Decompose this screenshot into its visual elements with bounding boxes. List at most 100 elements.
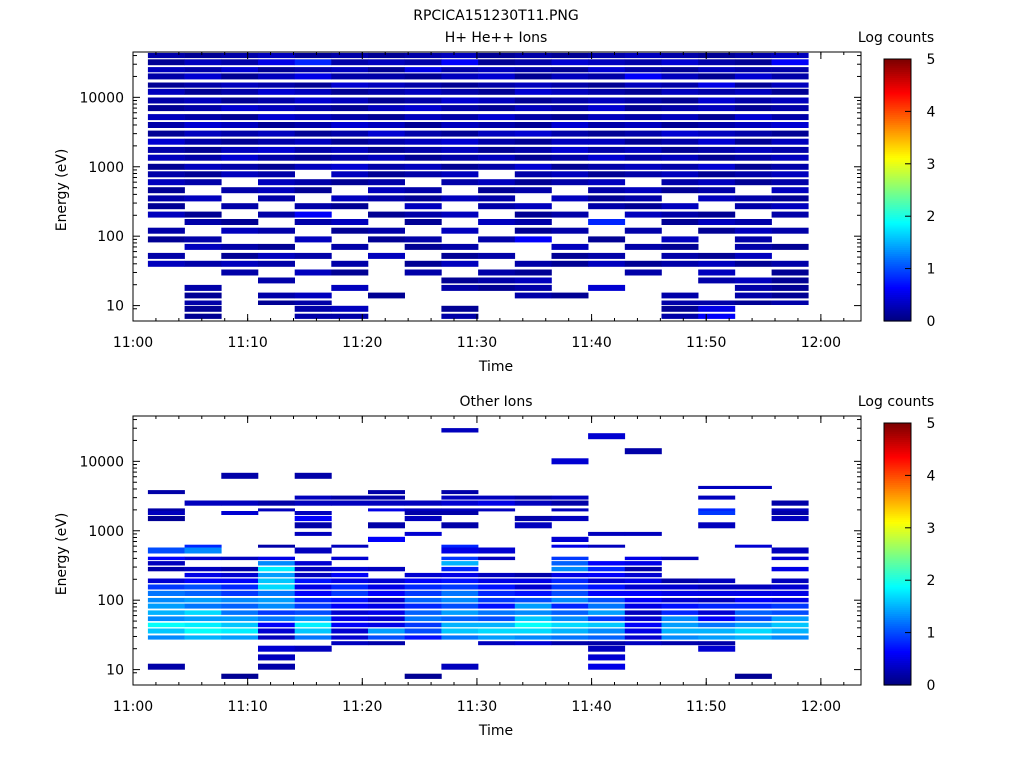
- colorbar-swatch: [884, 447, 911, 451]
- colorbar-swatch: [884, 190, 911, 193]
- heatmap-cell: [221, 603, 259, 609]
- colorbar-swatch: [884, 627, 911, 631]
- heatmap-cell: [551, 114, 589, 121]
- heatmap-cell: [624, 610, 662, 615]
- heatmap-cell: [588, 616, 626, 622]
- colorbar-swatch: [884, 478, 911, 481]
- heatmap-cell: [588, 52, 626, 59]
- heatmap-cell: [441, 59, 479, 66]
- colorbar-swatch: [884, 564, 911, 567]
- colorbar-swatch: [884, 292, 911, 295]
- heatmap-cell: [368, 130, 405, 137]
- heatmap-cell: [258, 603, 295, 609]
- colorbar-swatch: [884, 126, 911, 130]
- heatmap-cell: [771, 622, 809, 628]
- heatmap-cell: [551, 610, 589, 615]
- heatmap-cell: [441, 114, 479, 121]
- heatmap-cell: [441, 146, 479, 153]
- heatmap-cell: [661, 114, 699, 121]
- heatmap-cell: [514, 260, 552, 267]
- colorbar-swatch: [884, 455, 911, 459]
- colorbar-swatch: [884, 656, 911, 659]
- heatmap-cell: [368, 138, 405, 145]
- colorbar-swatch: [884, 112, 911, 115]
- colorbar-swatch: [884, 208, 911, 212]
- heatmap-cell: [478, 67, 516, 73]
- heatmap-cell: [698, 67, 736, 73]
- heatmap-cell: [588, 187, 626, 194]
- heatmap-cell: [258, 97, 295, 104]
- colorbar-swatch: [884, 120, 911, 124]
- heatmap-cell: [404, 610, 442, 615]
- y-axis-label: Energy (eV): [54, 149, 70, 232]
- heatmap-cell: [771, 547, 809, 554]
- heatmap-cell: [258, 645, 295, 652]
- heatmap-cell: [771, 566, 809, 572]
- heatmap-cell: [661, 97, 699, 104]
- heatmap-cell: [258, 195, 295, 202]
- heatmap-cell: [221, 97, 259, 104]
- heatmap-cell: [588, 663, 626, 670]
- heatmap-cell: [258, 635, 295, 640]
- colorbar-swatch: [884, 439, 911, 443]
- colorbar-swatch: [884, 251, 911, 255]
- colorbar-swatch: [884, 517, 911, 520]
- heatmap-cell: [147, 566, 185, 572]
- heatmap-cell: [404, 97, 442, 104]
- heatmap-cell: [368, 105, 405, 112]
- heatmap-cell: [588, 654, 626, 661]
- heatmap-cell: [734, 610, 772, 615]
- heatmap-cell: [588, 130, 626, 137]
- heatmap-cell: [441, 511, 479, 515]
- colorbar-swatch: [884, 631, 911, 635]
- colorbar-swatch: [884, 556, 911, 559]
- heatmap-cell: [184, 236, 222, 243]
- heatmap-cell: [404, 597, 442, 603]
- colorbar-swatch: [884, 83, 911, 87]
- colorbar-swatch: [884, 568, 911, 571]
- colorbar-swatch: [884, 511, 911, 514]
- colorbar-swatch: [884, 515, 911, 518]
- heatmap-cell: [331, 269, 369, 276]
- heatmap-cell: [624, 59, 662, 66]
- heatmap-cell: [404, 105, 442, 112]
- heatmap-cell: [661, 622, 699, 628]
- heatmap-cell: [294, 67, 332, 73]
- heatmap-cell: [368, 522, 405, 529]
- heatmap-cell: [771, 138, 809, 145]
- heatmap-cell: [698, 508, 736, 512]
- heatmap-cell: [404, 154, 442, 161]
- heatmap-cell: [624, 641, 662, 646]
- heatmap-cell: [624, 130, 662, 137]
- heatmap-cell: [698, 52, 736, 59]
- heatmap-cell: [294, 522, 332, 529]
- heatmap-cell: [771, 584, 809, 590]
- heatmap-cell: [368, 495, 405, 500]
- colorbar-swatch: [884, 63, 911, 66]
- colorbar-swatch: [884, 539, 911, 543]
- x-axis-label: Time: [478, 723, 513, 739]
- heatmap-cell: [368, 597, 405, 603]
- heatmap-cell: [294, 187, 332, 194]
- colorbar-swatch: [884, 574, 911, 578]
- colorbar-swatch: [884, 570, 911, 574]
- heatmap-cell: [661, 67, 699, 73]
- heatmap-cell: [551, 292, 589, 299]
- heatmap-cell: [404, 616, 442, 622]
- heatmap-cell: [441, 122, 479, 128]
- heatmap-cell: [771, 500, 809, 506]
- colorbar-swatch: [884, 204, 911, 207]
- heatmap-cell: [588, 590, 626, 596]
- heatmap-cell: [661, 203, 699, 210]
- heatmap-cell: [441, 547, 479, 554]
- colorbar-swatch: [884, 476, 911, 479]
- heatmap-cell: [478, 622, 516, 628]
- heatmap-cell: [294, 572, 332, 578]
- colorbar-swatch: [884, 672, 911, 676]
- colorbar-swatch: [884, 263, 911, 267]
- colorbar-tick-label: 0: [927, 314, 936, 330]
- colorbar-swatch: [884, 173, 911, 177]
- heatmap-cell: [221, 269, 259, 276]
- heatmap-cell: [404, 130, 442, 137]
- heatmap-cell: [294, 590, 332, 596]
